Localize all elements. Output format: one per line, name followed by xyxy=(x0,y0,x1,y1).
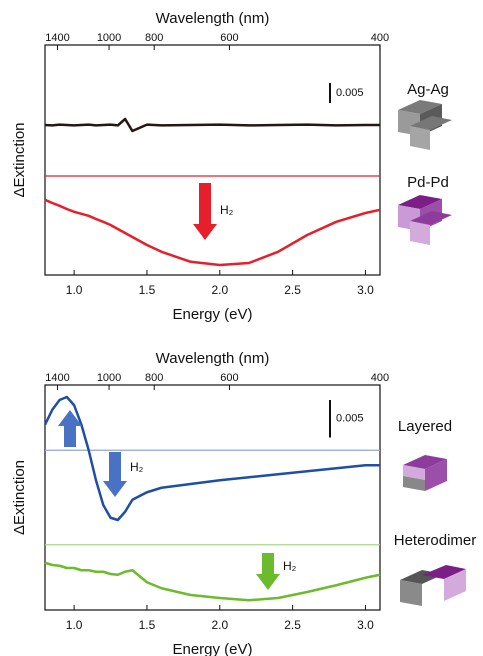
x2-tick-label: 400 xyxy=(371,32,389,44)
annotation: H₂ xyxy=(130,460,144,474)
series-label: Pd-Pd xyxy=(407,174,449,191)
x2-tick-label: 800 xyxy=(145,32,163,44)
x-axis-title: Energy (eV) xyxy=(172,306,252,323)
x-tick-label: 3.0 xyxy=(357,283,374,297)
x2-tick-label: 1000 xyxy=(97,372,121,384)
x2-tick-label: 600 xyxy=(220,372,238,384)
icon-heterodimer xyxy=(400,565,466,606)
x2-axis-title: Wavelength (nm) xyxy=(156,350,270,367)
y-axis-title: ΔExtinction xyxy=(11,460,28,535)
x2-tick-label: 800 xyxy=(145,372,163,384)
series-label: Heterodimer xyxy=(394,532,477,549)
x-tick-label: 1.5 xyxy=(139,618,156,632)
x-tick-label: 1.5 xyxy=(139,283,156,297)
x-tick-label: 2.5 xyxy=(284,618,301,632)
x-tick-label: 2.5 xyxy=(284,283,301,297)
plot-frame xyxy=(44,384,381,611)
x-tick-label: 2.0 xyxy=(211,618,228,632)
annotation: H₂ xyxy=(283,559,297,573)
arrow xyxy=(103,452,127,497)
series-line xyxy=(44,117,380,133)
plot-frame xyxy=(44,44,381,276)
x-tick-label: 3.0 xyxy=(357,618,374,632)
x2-tick-label: 1400 xyxy=(45,372,69,384)
y-axis-title: ΔExtinction xyxy=(11,122,28,197)
x2-tick-label: 1400 xyxy=(45,32,69,44)
arrow xyxy=(256,553,280,590)
x-tick-label: 1.0 xyxy=(66,283,83,297)
icon-ag-ag xyxy=(398,100,452,150)
scale-bar-label: 0.005 xyxy=(336,413,364,425)
x-tick-label: 2.0 xyxy=(211,283,228,297)
series-label: Ag-Ag xyxy=(407,81,449,98)
x-axis-title: Energy (eV) xyxy=(172,641,252,656)
icon-pd-pd xyxy=(398,195,452,245)
series-line xyxy=(44,198,381,267)
x2-axis-title: Wavelength (nm) xyxy=(156,10,270,27)
arrow xyxy=(193,183,217,240)
x2-tick-label: 600 xyxy=(220,32,238,44)
series-line xyxy=(43,395,380,522)
x2-tick-label: 1000 xyxy=(97,32,121,44)
icon-layered xyxy=(403,455,447,491)
arrow xyxy=(58,410,82,447)
x-tick-label: 1.0 xyxy=(66,618,83,632)
scale-bar-label: 0.005 xyxy=(336,87,364,99)
series-line xyxy=(44,561,381,602)
annotation: H₂ xyxy=(220,203,234,217)
x2-tick-label: 400 xyxy=(371,372,389,384)
series-label: Layered xyxy=(398,418,452,435)
